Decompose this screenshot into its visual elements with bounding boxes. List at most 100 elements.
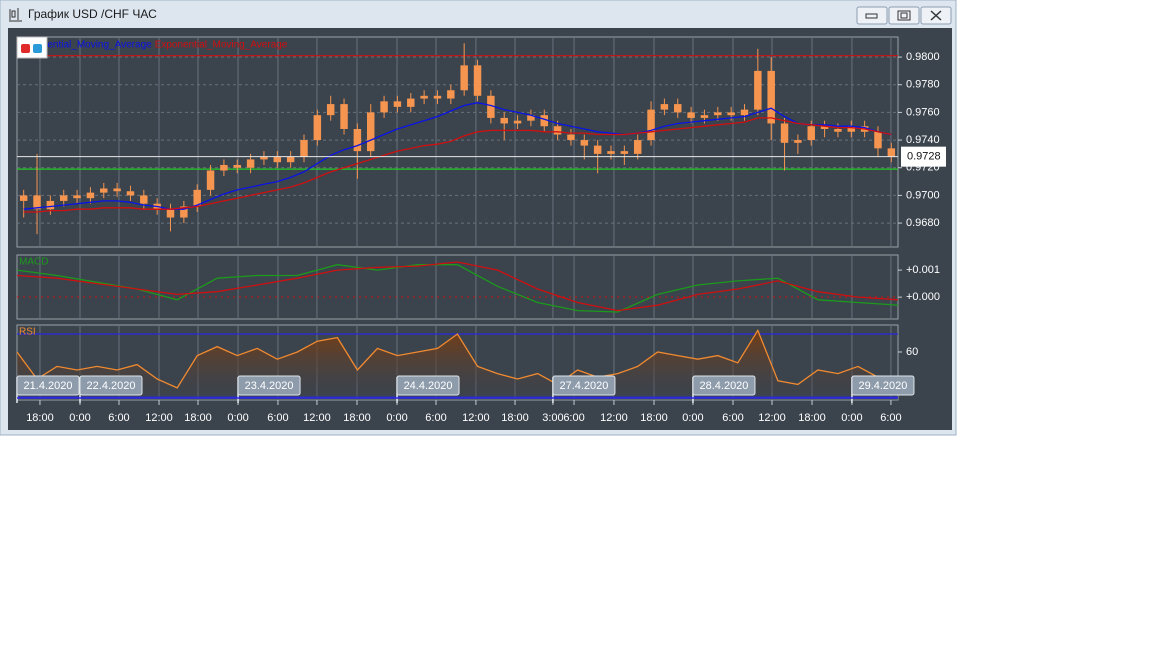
candle-body: [193, 189, 201, 207]
candle-body: [46, 200, 55, 210]
candle-body: [233, 164, 241, 168]
candle-body: [700, 115, 709, 118]
candle-body: [660, 104, 669, 110]
x-tick-label: 18:00: [798, 412, 826, 424]
candle-body: [126, 191, 135, 196]
window-title: График USD /CHF ЧАС: [28, 7, 157, 21]
date-marker-flag: [79, 375, 143, 396]
candle-body: [433, 95, 442, 99]
candle-body: [59, 195, 68, 201]
candle-body: [714, 112, 722, 116]
candle-body: [687, 112, 695, 118]
candle-body: [366, 112, 375, 152]
moving-average-line: [23, 117, 892, 213]
candle-body: [19, 195, 28, 201]
candle-body: [300, 140, 308, 157]
candle-body: [206, 170, 215, 190]
candle-body: [754, 70, 762, 110]
x-tick-label: 0:00: [386, 412, 407, 424]
date-marker-flag: [851, 375, 915, 396]
candle-body: [847, 126, 856, 132]
y-tick-label: +0.000: [906, 291, 940, 303]
close-button[interactable]: [920, 6, 952, 25]
candle-body: [273, 156, 282, 163]
candle-body: [633, 140, 642, 154]
candle-body: [286, 156, 295, 163]
candle-body: [807, 126, 815, 141]
candle-body: [260, 156, 268, 160]
legend-entry: Exponential_Moving_Average: [155, 40, 288, 51]
candle-body: [33, 195, 41, 210]
date-marker-label: 24.4.2020: [404, 380, 453, 392]
y-tick-label: 0.9700: [906, 189, 940, 201]
x-tick-label: 18:00: [343, 412, 371, 424]
candle-body: [340, 104, 348, 129]
candle-body: [313, 115, 322, 141]
candle-body: [180, 206, 188, 218]
candle-body: [500, 117, 508, 124]
x-tick-label: 6:00: [108, 412, 129, 424]
candle-body: [620, 151, 629, 154]
indicator-line: [16, 264, 899, 313]
candle-body: [794, 140, 802, 143]
candle-body: [407, 98, 415, 107]
candle-body: [567, 134, 575, 141]
candle-body: [553, 126, 562, 135]
candle-body: [220, 164, 228, 171]
rsi-line: [16, 328, 899, 389]
candle-body: [834, 128, 842, 132]
panel-title: RSI: [19, 327, 36, 338]
date-marker-label: 29.4.2020: [858, 380, 907, 392]
date-marker-flag: [552, 375, 616, 396]
candle-body: [460, 65, 468, 91]
rsi-area: [17, 330, 898, 400]
date-marker-label: 22.4.2020: [87, 380, 136, 392]
x-tick-label: 18:00: [26, 412, 54, 424]
candle-body: [326, 104, 335, 116]
y-tick-label: 0.9800: [906, 51, 940, 63]
date-marker-label: 28.4.2020: [699, 380, 748, 392]
maximize-button[interactable]: [888, 6, 920, 25]
date-marker-flag: [16, 375, 80, 396]
candle-body: [740, 109, 749, 116]
candle-body: [420, 95, 428, 99]
date-marker-flag: [237, 375, 301, 396]
legend-icon-blue: [33, 44, 42, 53]
x-tick-label: 12:00: [303, 412, 331, 424]
macd-panel: [16, 254, 899, 320]
x-tick-label: 18:00: [501, 412, 529, 424]
candle-body: [874, 131, 882, 149]
x-tick-label: 18:00: [640, 412, 668, 424]
candle-body: [246, 159, 255, 168]
last-price-label: 0.9728: [907, 151, 941, 163]
candle-body: [727, 112, 735, 116]
x-tick-label: 6:00: [267, 412, 288, 424]
x-tick-label: 18:00: [184, 412, 212, 424]
candle-body: [647, 109, 655, 141]
x-tick-label: 0:00: [227, 412, 248, 424]
y-tick-label: 0.9760: [906, 106, 940, 118]
candle-body: [100, 188, 108, 193]
date-marker-label: 23.4.2020: [245, 380, 294, 392]
x-tick-label: 6:00: [563, 412, 584, 424]
last-price-box: [901, 146, 946, 167]
date-marker-flag: [396, 375, 460, 396]
x-tick-label: 12:00: [600, 412, 628, 424]
legend-icon-red: [21, 44, 30, 53]
candle-body: [73, 195, 81, 199]
x-tick-label: 6:00: [880, 412, 901, 424]
candle-body: [140, 195, 148, 204]
y-tick-label: 0.9780: [906, 79, 940, 91]
minimize-button[interactable]: [856, 6, 888, 25]
candle-body: [674, 104, 682, 113]
legend-entry: Exponential_Moving_Average: [19, 40, 152, 51]
x-tick-label: 12:00: [758, 412, 786, 424]
candle-body: [820, 126, 829, 129]
x-tick-label: 3:00: [542, 412, 563, 424]
candle-body: [353, 128, 362, 152]
y-tick-label: 60: [906, 346, 918, 358]
candle-body: [540, 115, 549, 127]
candle-body: [887, 148, 896, 157]
